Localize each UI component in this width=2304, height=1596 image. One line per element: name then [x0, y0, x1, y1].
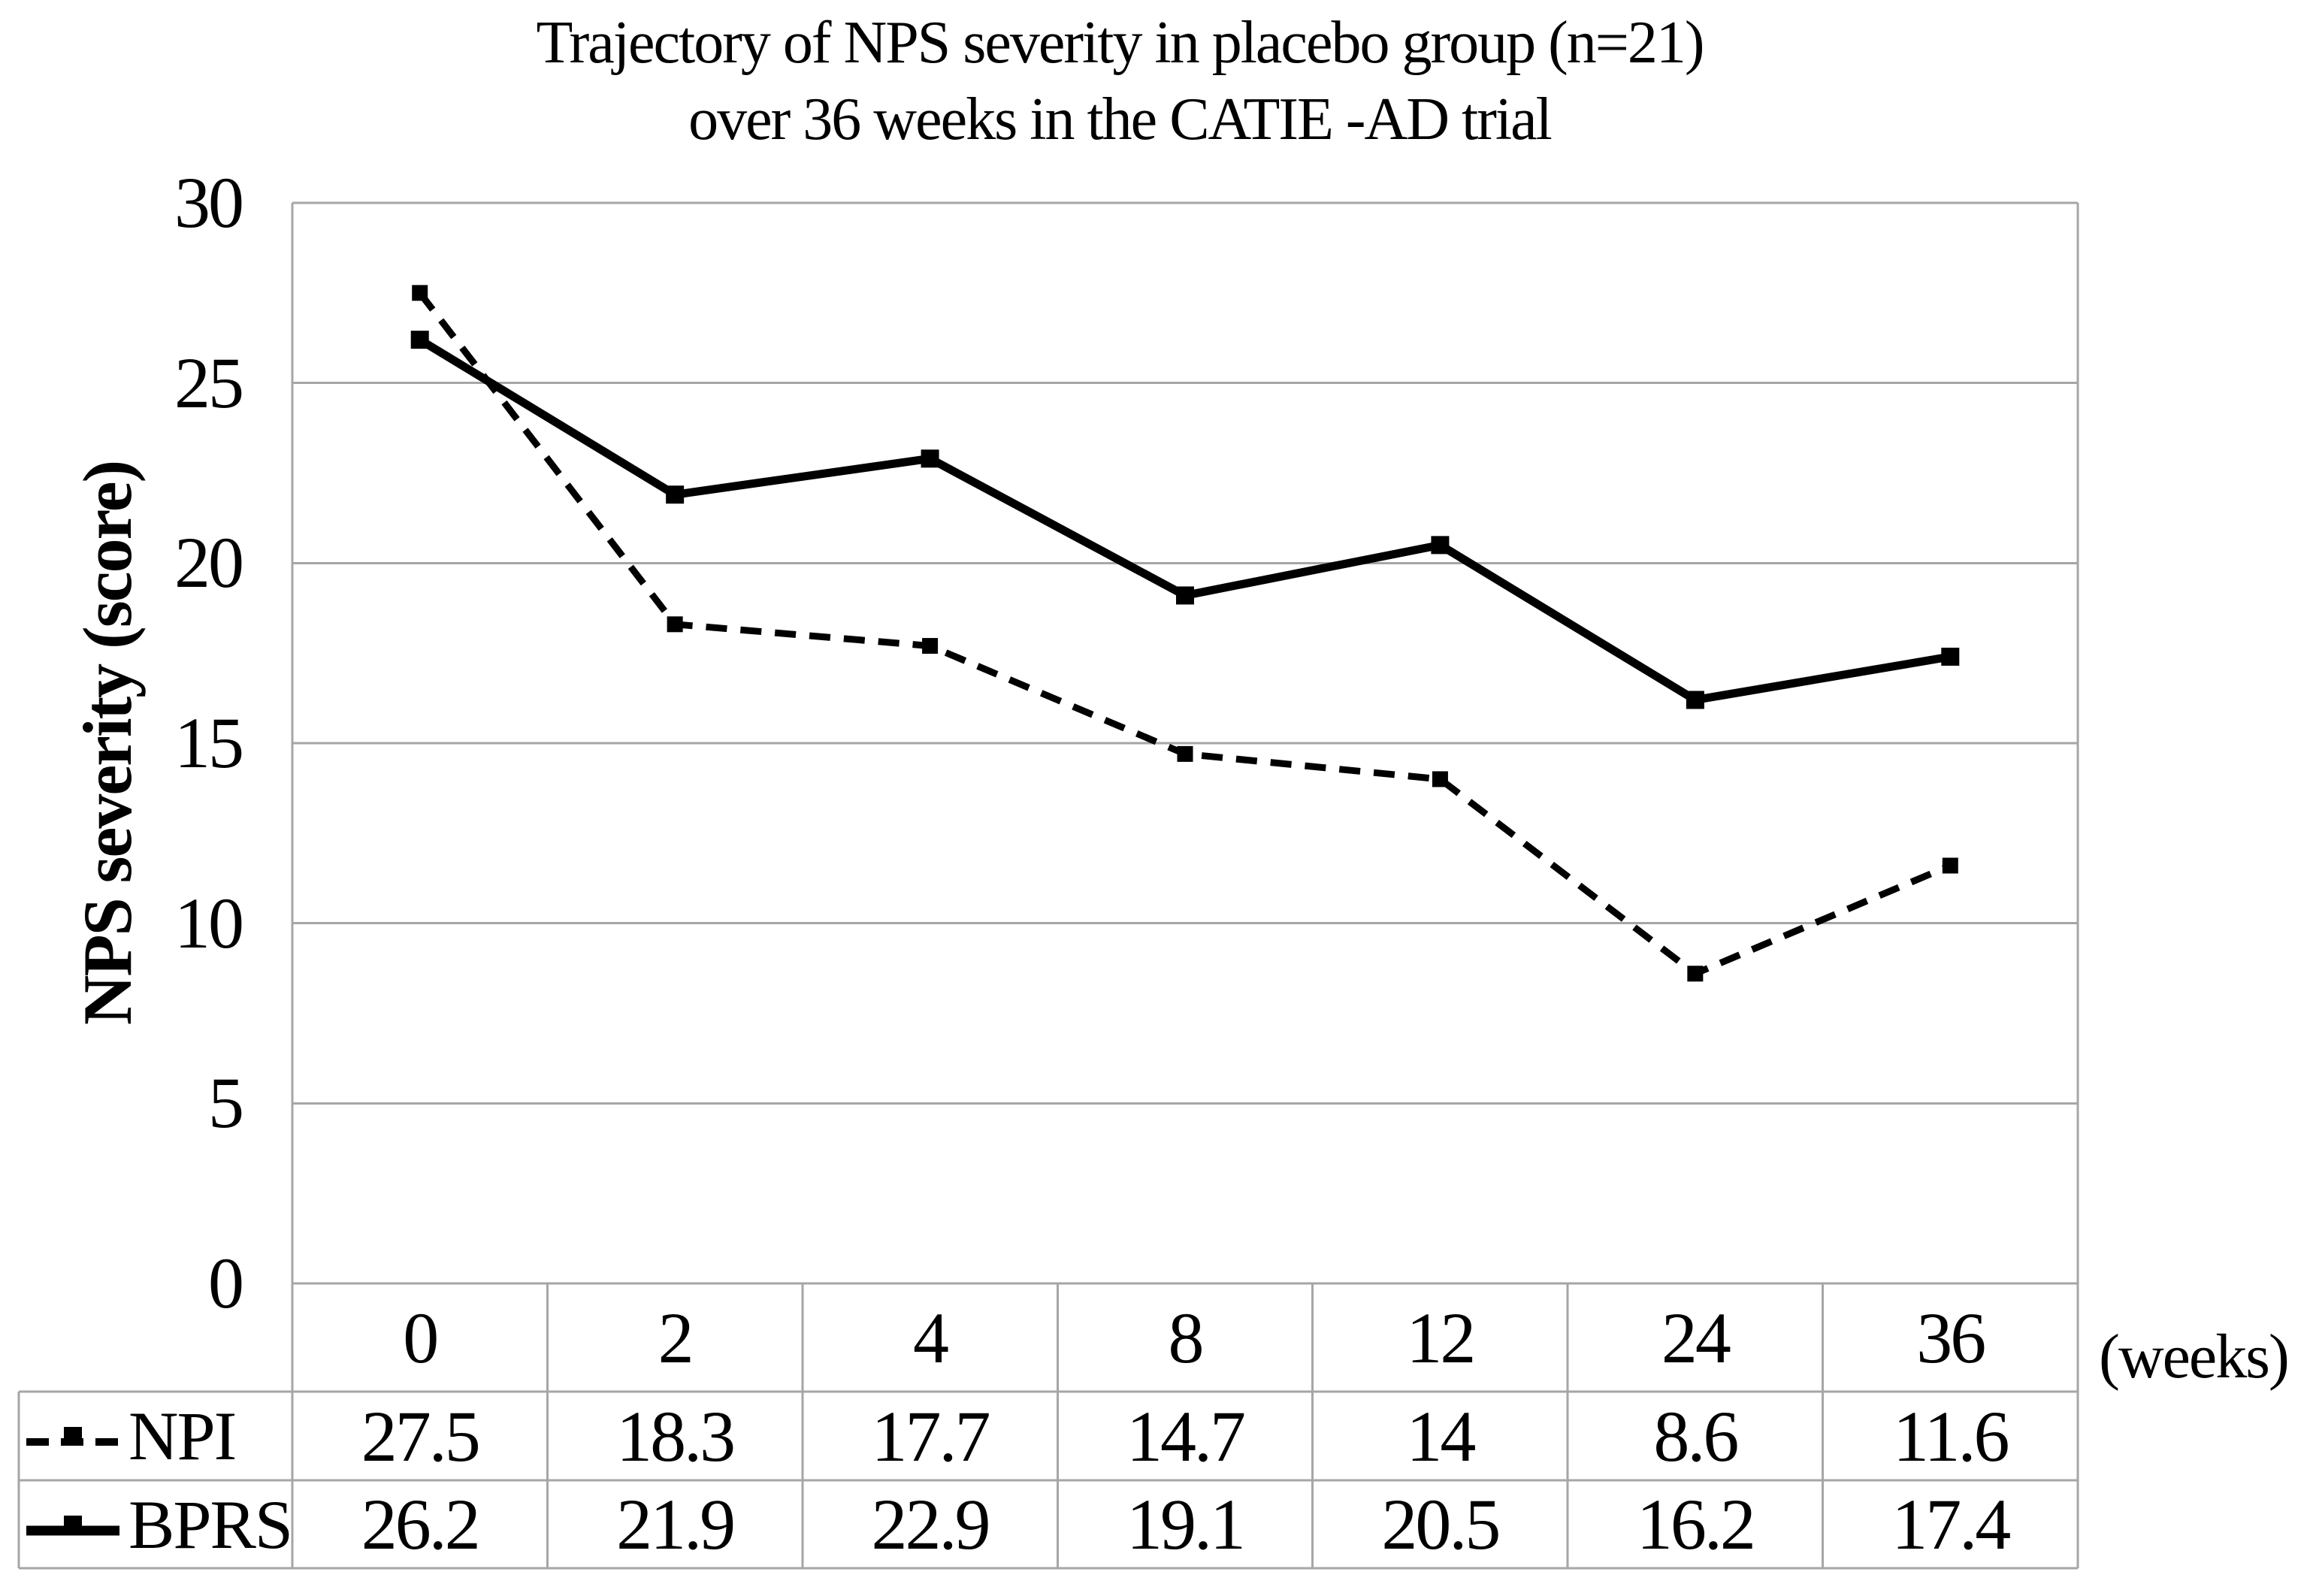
- week-header-36: 36: [1916, 1297, 1986, 1378]
- marker-bprs: [666, 485, 685, 504]
- marker-npi: [1942, 857, 1958, 874]
- y-tick-label-30: 30: [174, 162, 244, 243]
- chart-title: Trajectory of NPS severity in placebo gr…: [536, 5, 1705, 158]
- week-header-2: 2: [658, 1297, 694, 1378]
- y-tick-label-0: 0: [208, 1243, 244, 1323]
- y-tick-label-20: 20: [174, 522, 244, 603]
- marker-npi: [412, 285, 428, 301]
- table-value-bprs-week-24: 16.2: [1636, 1484, 1756, 1564]
- marker-npi: [1687, 966, 1704, 982]
- y-tick-label-15: 15: [174, 703, 244, 783]
- legend-cell-npi: NPI: [19, 1392, 292, 1480]
- week-header-12: 12: [1406, 1297, 1476, 1378]
- series-line-bprs: [417, 336, 1952, 705]
- table-value-npi-week-36: 11.6: [1893, 1395, 2009, 1477]
- marker-bprs: [1431, 536, 1450, 555]
- table-value-npi-week-24: 8.6: [1653, 1395, 1739, 1477]
- week-header-4: 4: [913, 1297, 949, 1378]
- table-value-npi-week-12: 14: [1406, 1395, 1476, 1477]
- chart-title-line1: Trajectory of NPS severity in placebo gr…: [536, 10, 1705, 76]
- legend-label-npi: NPI: [129, 1398, 237, 1474]
- chart-title-line2: over 36 weeks in the CATIE -AD trial: [688, 86, 1553, 153]
- y-tick-label-5: 5: [208, 1062, 244, 1144]
- legend-key-icon-npi: [26, 1427, 119, 1446]
- marker-npi: [1177, 745, 1193, 762]
- marker-bprs: [1686, 691, 1704, 709]
- marker-npi: [1432, 771, 1448, 787]
- marker-bprs: [1941, 647, 1960, 666]
- table-value-bprs-week-4: 22.9: [871, 1484, 991, 1564]
- marker-bprs: [1176, 586, 1194, 605]
- marker-npi: [922, 638, 939, 654]
- legend-key-icon-bprs: [26, 1515, 119, 1535]
- y-tick-label-25: 25: [174, 342, 244, 423]
- week-header-8: 8: [1168, 1297, 1204, 1378]
- x-axis-unit-label: (weeks): [2099, 1322, 2290, 1392]
- y-tick-label-10: 10: [174, 882, 244, 963]
- legend-label-bprs: BPRS: [129, 1486, 293, 1563]
- week-header-0: 0: [403, 1297, 439, 1378]
- table-value-bprs-week-0: 26.2: [361, 1484, 481, 1564]
- marker-bprs: [921, 449, 939, 468]
- marker-npi: [667, 616, 683, 633]
- table-value-npi-week-0: 27.5: [361, 1395, 481, 1477]
- table-value-bprs-week-12: 20.5: [1381, 1484, 1501, 1564]
- marker-bprs: [410, 331, 429, 349]
- table-value-bprs-week-36: 17.4: [1891, 1484, 2011, 1564]
- table-value-npi-week-4: 17.7: [871, 1395, 991, 1477]
- table-value-bprs-week-8: 19.1: [1126, 1484, 1246, 1564]
- table-value-npi-week-8: 14.7: [1126, 1395, 1246, 1477]
- series-line-npi: [417, 291, 1952, 978]
- legend-cell-bprs: BPRS: [19, 1480, 293, 1568]
- week-header-24: 24: [1661, 1297, 1731, 1378]
- table-value-npi-week-2: 18.3: [616, 1395, 736, 1477]
- table-value-bprs-week-2: 21.9: [616, 1484, 736, 1564]
